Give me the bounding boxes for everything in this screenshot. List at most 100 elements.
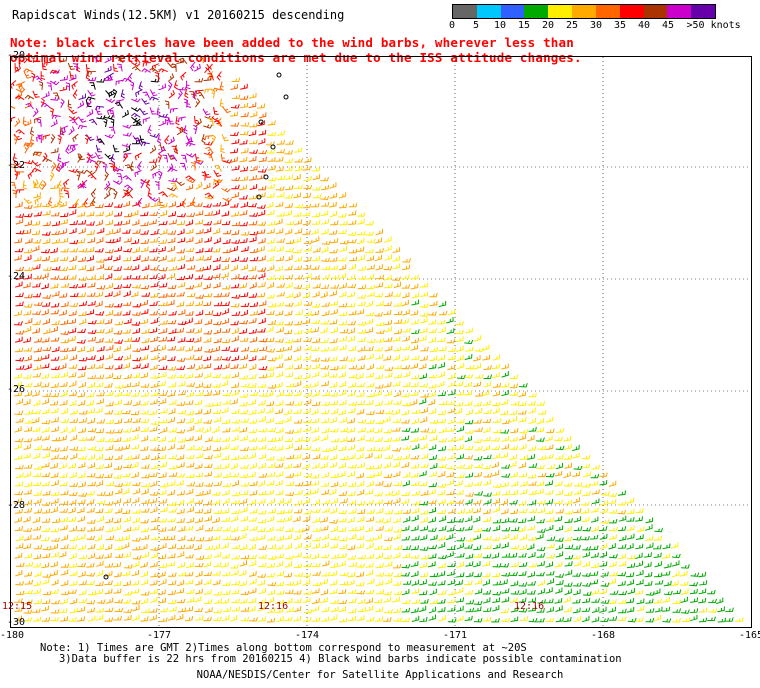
wind-barb: [132, 488, 141, 495]
wind-barb: [266, 515, 275, 523]
wind-barb: [312, 527, 322, 532]
wind-barb: [330, 473, 339, 479]
wind-barb: [284, 508, 293, 514]
wind-barb: [555, 427, 565, 433]
wind-barb: [86, 265, 95, 272]
wind-barb: [411, 299, 420, 306]
longitude-label: -168: [590, 630, 616, 641]
wind-barb: [276, 571, 285, 577]
wind-barb: [220, 153, 227, 162]
wind-barb: [134, 152, 142, 161]
legend-color-bar: [452, 4, 716, 19]
wind-barb: [320, 201, 330, 207]
wind-barb: [608, 599, 617, 605]
wind-barb: [150, 525, 159, 531]
wind-barb: [267, 220, 276, 226]
wind-barb: [284, 321, 294, 326]
wind-barb: [132, 426, 140, 432]
wind-barb: [275, 599, 284, 605]
wind-barb: [221, 346, 231, 351]
wind-barb: [141, 454, 150, 460]
wind-barb: [338, 617, 348, 623]
legend-swatch: [524, 5, 549, 18]
wind-barb: [375, 563, 384, 569]
wind-barb: [374, 427, 383, 434]
wind-barb: [330, 606, 339, 613]
wind-barb: [24, 409, 34, 415]
wind-barb: [339, 544, 348, 550]
wind-barb: [438, 326, 446, 334]
wind-barb: [348, 364, 358, 370]
wind-barb: [573, 482, 583, 487]
wind-barb: [41, 283, 49, 290]
wind-barb: [329, 338, 338, 344]
wind-barb: [77, 116, 87, 123]
wind-barb: [401, 427, 411, 433]
wind-barb: [23, 374, 32, 379]
wind-barb: [294, 329, 303, 335]
wind-barb: [123, 615, 132, 621]
wind-barb: [302, 355, 311, 361]
wind-barb: [366, 382, 375, 388]
wind-barb: [401, 491, 411, 497]
wind-barb: [312, 193, 322, 199]
wind-barb: [230, 303, 240, 308]
wind-barb: [258, 416, 266, 423]
wind-barb: [158, 83, 167, 91]
wind-barb: [527, 400, 536, 406]
wind-barb: [137, 197, 143, 208]
wind-barb: [384, 283, 393, 289]
wind-barb: [131, 264, 140, 271]
wind-barb: [670, 542, 679, 549]
wind-barb: [113, 374, 122, 379]
wind-barb: [186, 264, 196, 270]
wind-barb: [464, 463, 473, 470]
wind-barb: [204, 247, 213, 253]
wind-barb: [392, 276, 401, 281]
wind-barb: [311, 588, 320, 594]
wind-barb: [267, 131, 277, 137]
wind-barb: [164, 116, 170, 126]
wind-barb: [519, 488, 528, 495]
wind-barb: [455, 489, 464, 495]
wind-barb: [122, 362, 130, 369]
wind-barb: [185, 400, 194, 405]
wind-barb: [455, 526, 465, 532]
wind-barb: [32, 151, 42, 157]
wind-barb: [193, 336, 202, 343]
wind-barb: [330, 274, 340, 279]
wind-barb: [50, 609, 60, 614]
wind-barb: [78, 427, 87, 433]
wind-barb: [113, 524, 121, 532]
wind-barb: [312, 291, 320, 298]
wind-barb: [140, 178, 145, 189]
wind-barb: [510, 534, 518, 541]
wind-barb: [258, 463, 267, 469]
wind-barb: [86, 499, 95, 505]
wind-barb: [69, 418, 79, 423]
wind-barb: [608, 561, 617, 568]
wind-barb: [50, 527, 60, 533]
wind-barb: [122, 436, 131, 442]
wind-barb: [86, 572, 96, 577]
wind-barb: [158, 563, 168, 568]
wind-barb: [257, 272, 266, 279]
wind-barb: [275, 445, 284, 452]
wind-barb: [447, 418, 456, 425]
wind-barb: [481, 389, 490, 397]
wind-barb: [347, 291, 356, 298]
wind-barb: [321, 489, 329, 496]
wind-barb: [410, 283, 419, 290]
wind-barb: [671, 560, 680, 567]
wind-barb: [257, 221, 267, 226]
wind-barb: [545, 524, 554, 532]
wind-barb: [132, 604, 140, 612]
wind-barb: [132, 417, 141, 423]
wind-barb: [249, 122, 258, 128]
wind-barb: [438, 445, 447, 452]
wind-barb: [365, 327, 374, 334]
wind-barb: [120, 89, 125, 99]
wind-barb: [221, 220, 231, 226]
wind-barb: [24, 220, 32, 227]
wind-barb: [175, 327, 185, 333]
